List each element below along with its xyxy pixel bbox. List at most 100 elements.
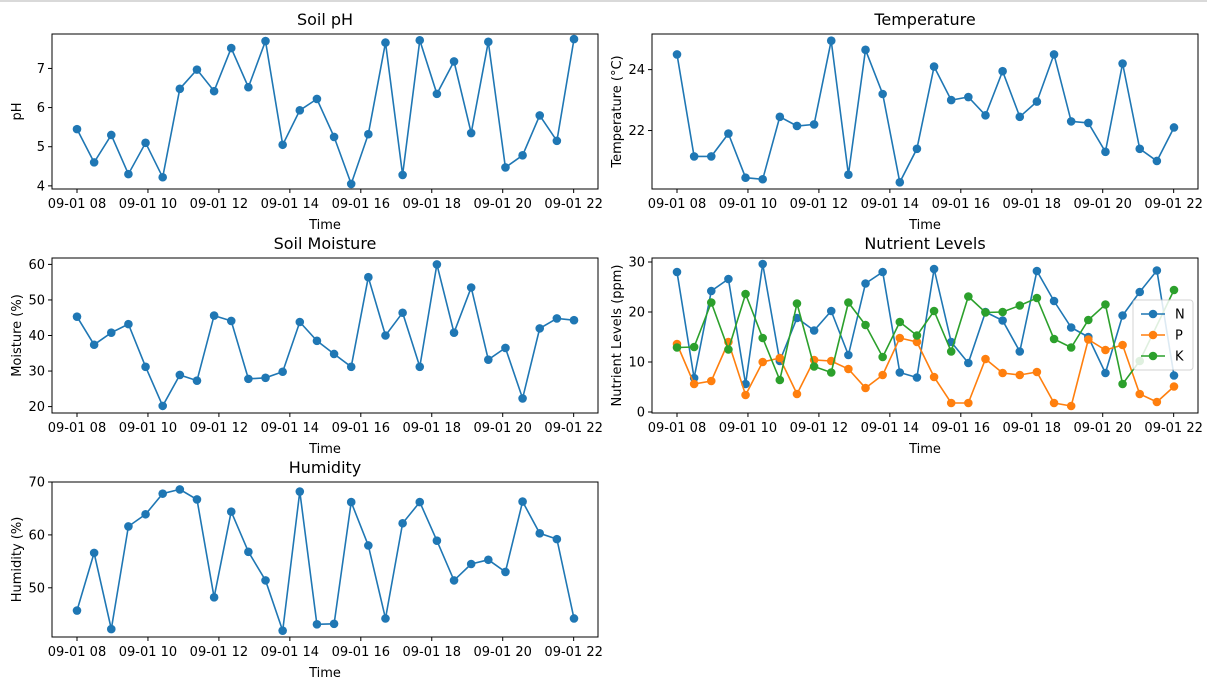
humidity-series-point <box>89 548 99 558</box>
nutrient-levels-k-point <box>775 375 785 385</box>
nutrient-levels-n-point <box>912 373 922 382</box>
humidity-series-point <box>569 614 579 623</box>
temperature-series-point <box>1049 50 1059 59</box>
soil-ph-series-point <box>124 169 133 179</box>
soil-moisture-xtick-label: 09-01 18 <box>403 421 461 436</box>
nutrient-levels-n-point <box>998 316 1007 325</box>
nutrient-levels-k-point <box>981 308 990 317</box>
soil-moisture-series-point <box>569 315 579 325</box>
soil-moisture-series-point <box>415 362 425 372</box>
soil-ph-ytick-label: 7 <box>37 62 45 77</box>
nutrient-levels-n-point <box>964 358 973 368</box>
nutrient-levels-p-point <box>878 370 887 380</box>
nutrient-levels-p-point <box>741 390 750 400</box>
humidity-xtick-label: 09-01 14 <box>261 645 319 660</box>
temperature-xtick-label: 09-01 12 <box>790 197 848 212</box>
nutrient-levels-xtick-label: 09-01 10 <box>719 421 777 436</box>
nutrient-levels-k-point <box>861 320 870 330</box>
nutrient-levels-n-point <box>1066 323 1076 332</box>
soil-moisture-series-point <box>518 394 527 403</box>
soil-moisture-series-point <box>295 317 305 327</box>
humidity-series-point <box>552 534 562 544</box>
humidity-series-point <box>72 606 82 615</box>
nutrient-levels-axes-frame <box>651 257 1199 414</box>
nutrient-levels-k-point <box>912 331 922 340</box>
soil-ph-series-point <box>364 129 373 139</box>
soil-ph-series-point <box>89 158 99 167</box>
soil-ph-series-point <box>158 172 167 182</box>
soil-ph-series-point <box>106 130 116 140</box>
nutrient-levels-n-point <box>1152 266 1162 275</box>
temperature-ytick-label: 22 <box>628 124 645 139</box>
nutrient-levels-n-point <box>758 259 767 269</box>
temperature-panel: Temperature Time Temperature (°C) 09-01 08 0… <box>610 10 1203 233</box>
temperature-xlabel: Time <box>908 218 941 233</box>
temperature-series-point <box>861 45 870 55</box>
humidity-panel: Humidity Time Humidity (%) 09-01 08 09-01 10… <box>10 458 603 679</box>
humidity-series-point <box>484 555 493 565</box>
legend-p-marker <box>1148 330 1158 340</box>
soil-moisture-xtick-label: 09-01 08 <box>48 421 106 436</box>
soil-moisture-series-line <box>76 264 575 408</box>
humidity-series-point <box>141 509 150 519</box>
soil-ph-xtick-label: 09-01 16 <box>332 197 390 212</box>
soil-ph-series-point <box>278 140 287 150</box>
nutrient-levels-n-point <box>929 264 939 274</box>
temperature-ylabel: Temperature (°C) <box>610 55 625 168</box>
humidity-series-point <box>278 626 287 635</box>
soil-moisture-xtick-label: 09-01 16 <box>332 421 390 436</box>
nutrient-levels-p-point <box>1032 367 1042 377</box>
soil-ph-ytick-label: 6 <box>37 101 45 116</box>
temperature-series-point <box>981 111 990 120</box>
nutrient-levels-k-point <box>1084 315 1093 325</box>
nutrient-levels-xlabel: Time <box>908 442 941 457</box>
humidity-series-point <box>432 536 442 546</box>
nutrient-levels-n-point <box>1101 368 1110 378</box>
soil-moisture-series-point <box>381 331 390 340</box>
nutrient-levels-p-point <box>929 372 939 382</box>
soil-ph-series-point <box>466 128 476 138</box>
legend-p-label: P <box>1175 329 1183 344</box>
soil-ph-series-point <box>415 35 425 45</box>
nutrient-levels-p-point <box>792 389 802 399</box>
soil-ph-series-point <box>449 57 459 66</box>
nutrient-levels-p-point <box>689 379 699 389</box>
temperature-series-point <box>895 178 905 187</box>
nutrient-levels-k-point <box>1049 334 1059 344</box>
humidity-xtick-label: 09-01 10 <box>119 645 177 660</box>
nutrient-levels-k-point <box>895 317 905 327</box>
soil-moisture-ytick-label: 30 <box>28 365 45 380</box>
soil-ph-series-line <box>76 37 575 187</box>
temperature-series-point <box>878 89 887 99</box>
soil-moisture-series-point <box>72 312 82 321</box>
soil-ph-series-point <box>432 89 442 99</box>
temperature-series-point <box>809 120 819 129</box>
soil-ph-ytick-label: 4 <box>37 179 45 194</box>
nutrient-levels-n-point <box>1049 296 1059 306</box>
soil-moisture-series-point <box>244 374 253 384</box>
nutrient-levels-p-point <box>1101 345 1110 355</box>
nutrient-levels-n-point <box>1118 311 1127 320</box>
soil-moisture-xlabel: Time <box>308 442 341 457</box>
humidity-axes-frame <box>51 481 599 638</box>
soil-moisture-ytick-label: 60 <box>28 258 45 273</box>
soil-ph-series-point <box>552 136 562 146</box>
nutrient-levels-p-line <box>676 337 1175 407</box>
nutrient-levels-k-point <box>672 343 682 352</box>
nutrient-levels-p-point <box>1084 335 1093 344</box>
soil-moisture-series-point <box>501 343 510 353</box>
humidity-series-point <box>175 485 185 494</box>
soil-moisture-series-point <box>175 370 185 380</box>
soil-ph-xtick-label: 09-01 22 <box>544 197 602 212</box>
soil-moisture-series-point <box>552 314 562 323</box>
humidity-series-point <box>466 559 476 569</box>
temperature-series-point <box>792 121 802 131</box>
nutrient-levels-n-point <box>1032 266 1042 276</box>
soil-moisture-xtick-label: 09-01 10 <box>119 421 177 436</box>
nutrient-levels-p-point <box>964 398 973 408</box>
soil-ph-series-point <box>295 106 305 115</box>
temperature-series-point <box>1152 156 1162 166</box>
humidity-xtick-label: 09-01 08 <box>48 645 106 660</box>
nutrient-levels-n-point <box>1015 347 1025 356</box>
